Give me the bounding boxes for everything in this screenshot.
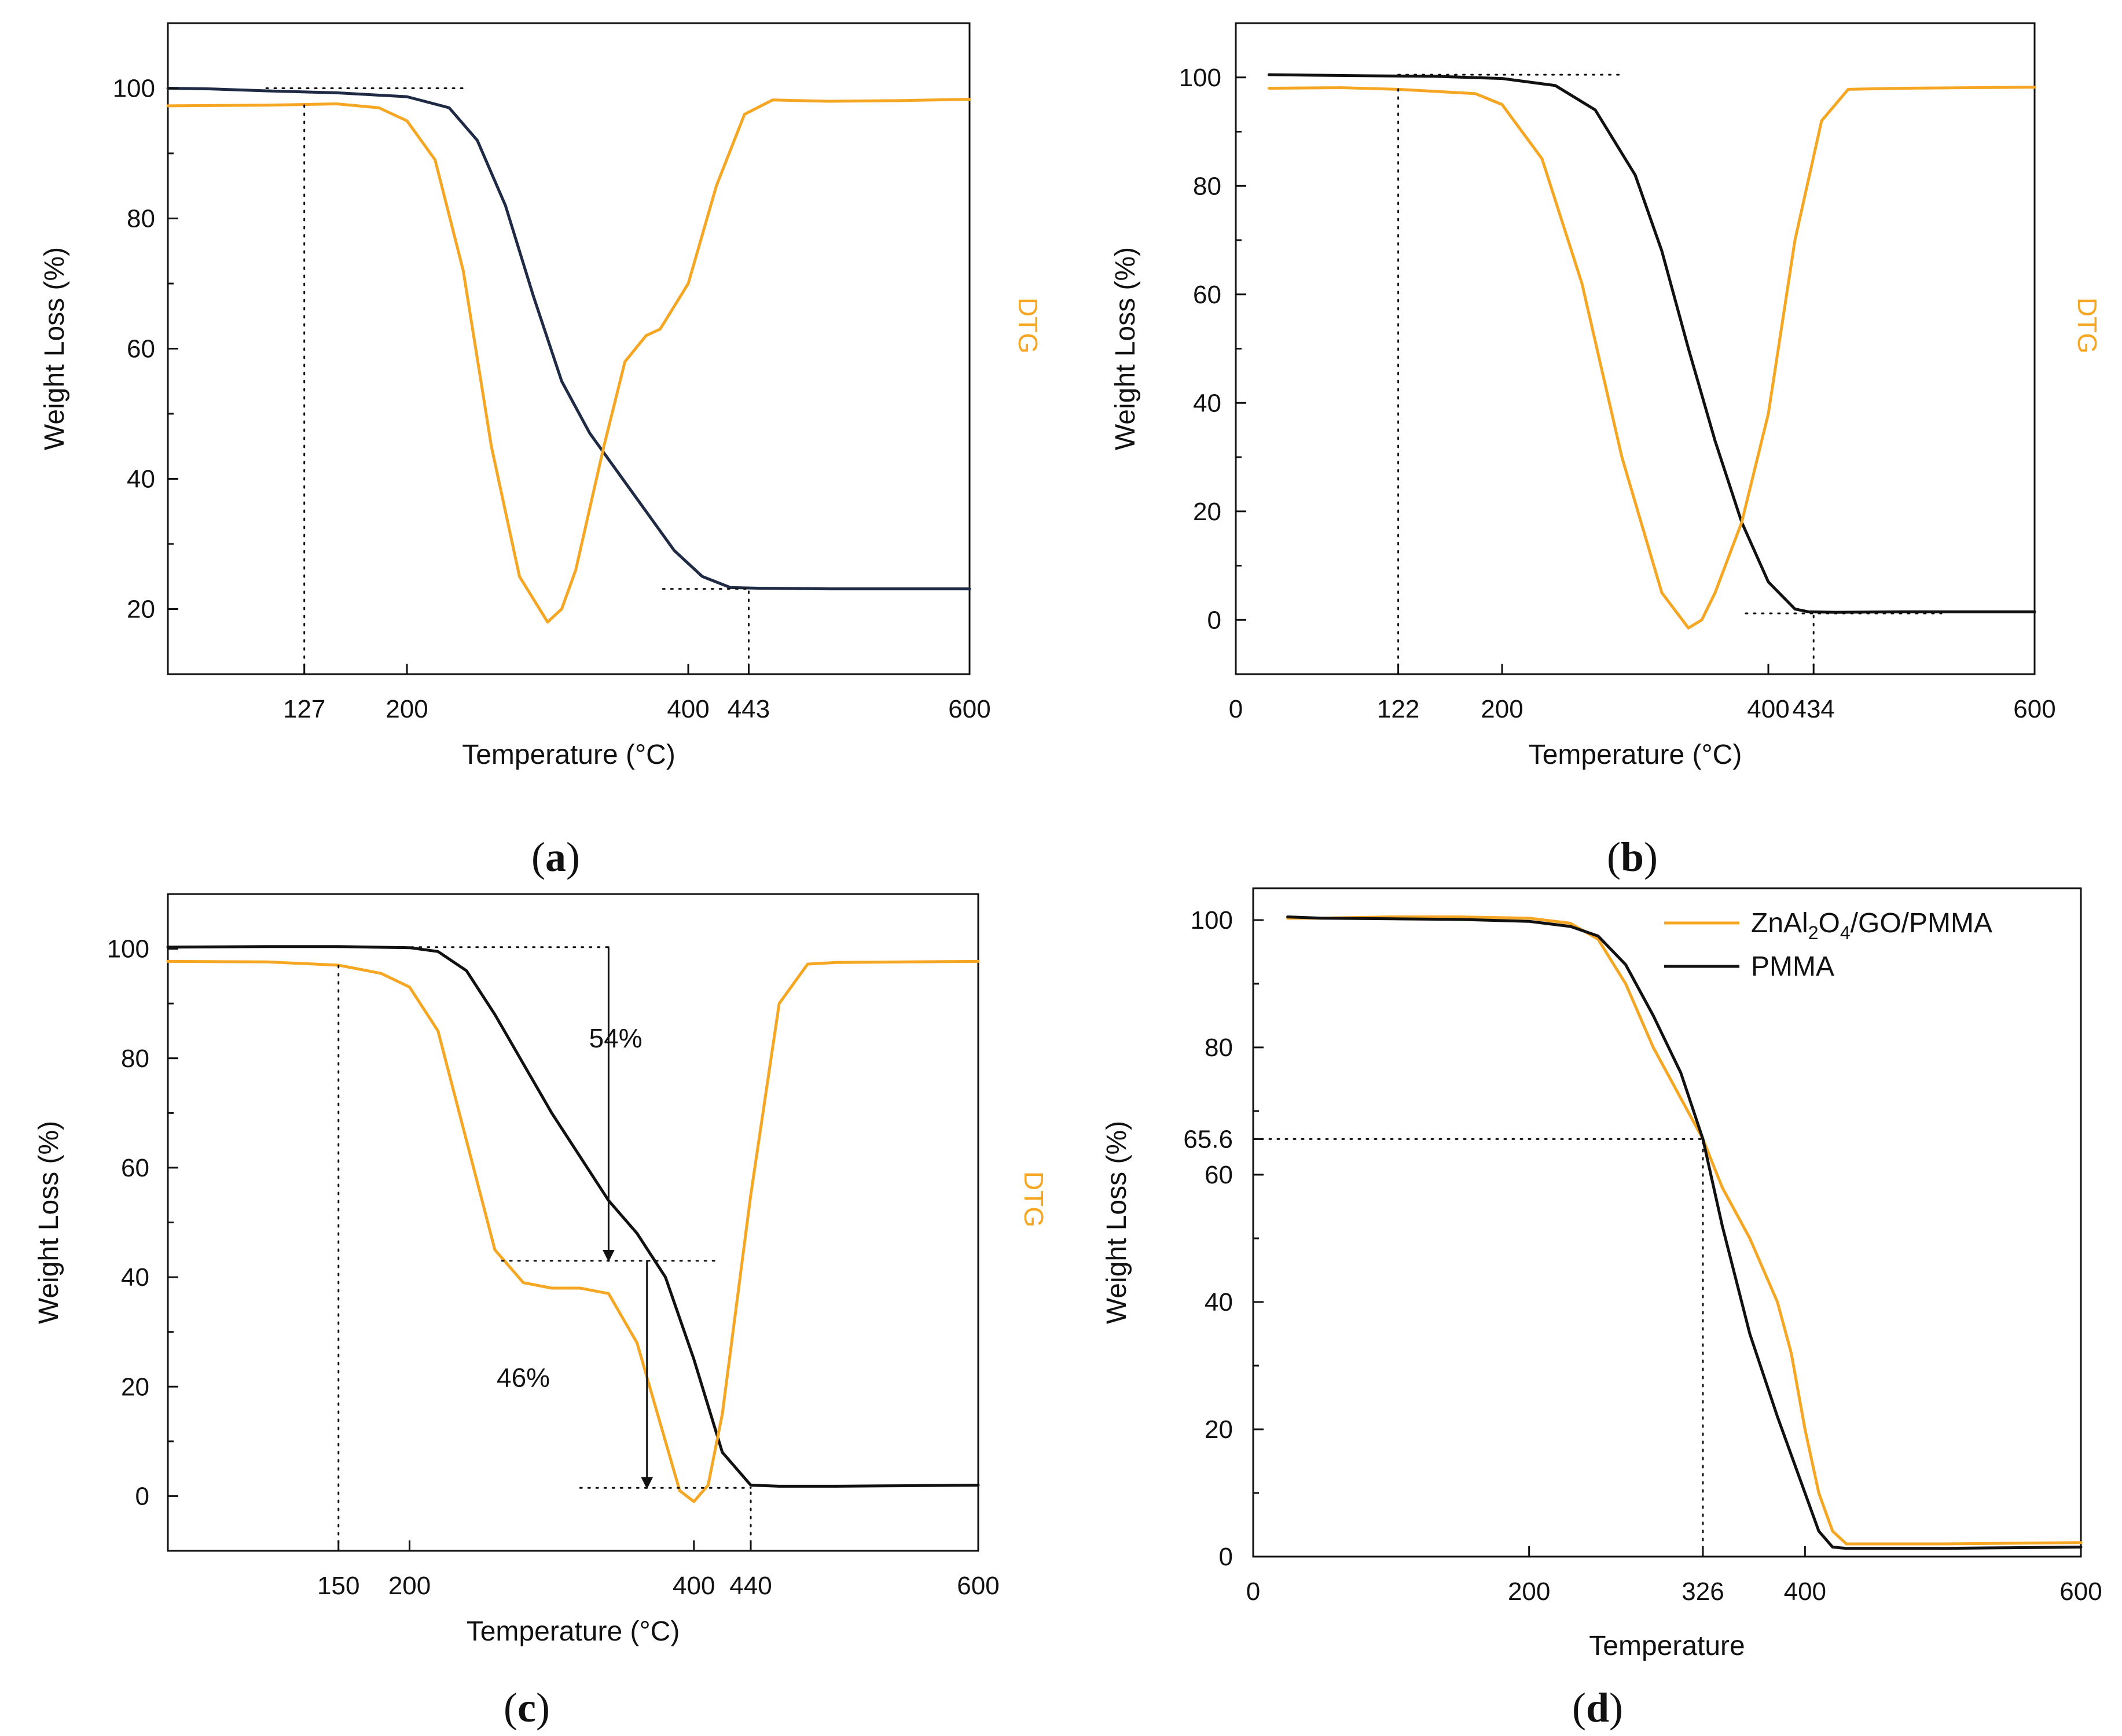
x-tick-label: 440 [729, 1572, 772, 1600]
x-tick-label: 400 [1747, 695, 1789, 723]
secondary-axis-label: DTG [2072, 297, 2102, 354]
caption-paren-open: ( [504, 1684, 517, 1731]
x-tick-label: 127 [283, 695, 325, 723]
caption-paren-open: ( [531, 834, 545, 880]
caption-paren-open: ( [1607, 834, 1621, 880]
x-tick-label: 600 [2059, 1577, 2102, 1606]
y-tick-label: 65.6 [1183, 1125, 1233, 1153]
x-tick-label: 434 [1792, 695, 1834, 723]
plot-frame [167, 893, 979, 1552]
x-tick-label: 400 [1784, 1577, 1826, 1606]
panel-caption: (c) [504, 1684, 550, 1731]
x-tick-label: 326 [1682, 1577, 1724, 1606]
legend-label: PMMA [1751, 951, 1834, 982]
legend-text-tail: /GO/PMMA [1851, 908, 1992, 939]
chart-panel-a: 20 40 60 80 100 127 200 400 443 600 Temperature (°… [39, 22, 1043, 880]
legend-text-base: PMMA [1751, 951, 1834, 982]
y-tick-label: 80 [127, 205, 155, 233]
y-tick-label: 80 [1205, 1033, 1233, 1062]
y-tick-label: 40 [1205, 1288, 1233, 1316]
y-axis-label: Weight Loss (%) [1110, 247, 1141, 450]
chart-panel-d: 0 20 40 60 65.6 80 100 0 200 326 400 600 Temperature… [1102, 887, 2102, 1731]
y-tick-label: 40 [127, 465, 155, 494]
panel-caption: (d) [1572, 1684, 1623, 1731]
x-axis-label: Temperature [1589, 1631, 1745, 1661]
x-tick-label: 0 [1229, 695, 1243, 723]
x-tick-label: 200 [1481, 695, 1523, 723]
y-tick-label: 60 [1193, 281, 1221, 309]
y-tick-label: 20 [127, 595, 155, 624]
secondary-axis-label: DTG [1019, 1171, 1049, 1227]
series-line-tga [166, 945, 980, 1488]
legend-text-sub1: 2 [1808, 922, 1819, 943]
caption-paren-close: ) [1609, 1684, 1623, 1731]
x-tick-label: 600 [957, 1572, 999, 1600]
legend-text-base: ZnAl [1751, 908, 1808, 939]
x-axis-label: Temperature (°C) [462, 740, 675, 770]
y-tick-label: 0 [1207, 606, 1221, 634]
x-axis-label: Temperature (°C) [467, 1616, 680, 1647]
legend-label: ZnAl2O4/GO/PMMA [1751, 908, 1992, 943]
x-tick-label: 150 [317, 1572, 359, 1600]
series-line-pmma [1286, 915, 2083, 1550]
chart-panel-c: 0 20 40 60 80 100 150 200 400 440 600 Temperature (… [34, 893, 1049, 1731]
y-tick-label: 40 [1193, 389, 1221, 417]
y-tick-label: 80 [121, 1044, 149, 1073]
panel-caption: (b) [1607, 834, 1658, 880]
series-line-znal2o4-go-pmma [1286, 915, 2083, 1546]
plot-frame [1235, 22, 2036, 675]
y-tick-label: 100 [107, 935, 149, 963]
caption-paren-open: ( [1572, 1684, 1586, 1731]
x-tick-label: 200 [386, 695, 428, 723]
y-tick-label: 20 [1205, 1415, 1233, 1444]
caption-letter: c [517, 1684, 536, 1731]
legend-text-mid: O [1819, 908, 1840, 939]
x-tick-label: 443 [728, 695, 770, 723]
y-tick-label: 20 [121, 1373, 149, 1401]
plot-frame [1252, 887, 2082, 1558]
y-tick-label: 80 [1193, 172, 1221, 200]
y-axis-label: Weight Loss (%) [34, 1121, 64, 1324]
plot-frame [167, 22, 971, 675]
y-tick-label: 100 [1191, 906, 1233, 935]
legend-text-sub2: 4 [1840, 922, 1851, 943]
y-tick-label: 100 [1179, 64, 1221, 92]
series-line-tga [1268, 73, 2036, 614]
x-axis-label: Temperature (°C) [1529, 740, 1742, 770]
y-tick-label: 20 [1193, 498, 1221, 526]
panel-caption: (a) [531, 834, 580, 880]
y-tick-label: 40 [121, 1263, 149, 1292]
caption-letter: a [545, 834, 566, 880]
caption-paren-close: ) [566, 834, 580, 880]
secondary-axis-label: DTG [1013, 297, 1043, 354]
x-tick-label: 200 [388, 1572, 431, 1600]
x-tick-label: 600 [2013, 695, 2055, 723]
caption-letter: d [1586, 1684, 1609, 1731]
y-tick-label: 0 [1219, 1543, 1233, 1571]
y-tick-label: 60 [1205, 1161, 1233, 1189]
series-line-dtg [166, 98, 971, 624]
x-tick-label: 400 [667, 695, 709, 723]
y-tick-label: 60 [127, 335, 155, 363]
x-tick-label: 400 [673, 1572, 715, 1600]
caption-letter: b [1621, 834, 1644, 880]
series-line-tga [166, 87, 971, 591]
x-tick-label: 122 [1377, 695, 1419, 723]
y-tick-label: 0 [135, 1482, 149, 1510]
x-tick-label: 200 [1508, 1577, 1550, 1606]
y-axis-label: Weight Loss (%) [39, 247, 70, 450]
series-line-dtg [166, 959, 980, 1503]
annotation-label: 54% [589, 1023, 643, 1053]
x-tick-label: 600 [948, 695, 990, 723]
y-axis-label: Weight Loss (%) [1102, 1121, 1132, 1324]
chart-panel-b: 0 20 40 60 80 100 0 122 200 400 434 600 Temperature … [1110, 22, 2102, 880]
caption-paren-close: ) [536, 1684, 550, 1731]
y-tick-label: 60 [121, 1154, 149, 1182]
y-tick-label: 100 [113, 75, 155, 103]
annotation-label: 46% [497, 1362, 550, 1392]
series-line-dtg [1268, 86, 2036, 630]
x-tick-label: 0 [1246, 1577, 1260, 1606]
caption-paren-close: ) [1644, 834, 1658, 880]
